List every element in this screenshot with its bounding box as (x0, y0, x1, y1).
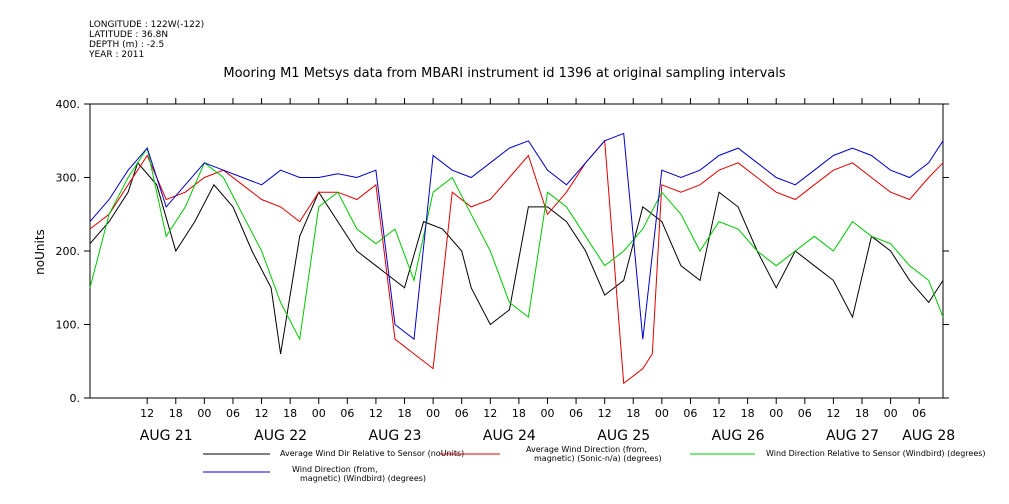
y-axis-label: noUnits (33, 229, 47, 275)
x-day-label: AUG 28 (902, 428, 955, 444)
legend-label-1: Average Wind Dir Relative to Sensor (noU… (280, 449, 464, 458)
y-tick-label: 300. (56, 172, 81, 185)
legend: Average Wind Dir Relative to Sensor (noU… (203, 445, 986, 483)
y-tick-label: 100. (56, 319, 81, 332)
series-layer (89, 132, 944, 385)
latitude-text: LATITUDE : 36.8N (89, 30, 169, 40)
x-tick-label: 06 (912, 407, 926, 420)
year-text: YEAR : 2011 (89, 50, 145, 60)
x-tick-label: 00 (769, 407, 783, 420)
x-tick-label: 12 (483, 407, 497, 420)
x-tick-label: 12 (140, 407, 154, 420)
series-line-2 (89, 139, 944, 385)
plot-border (89, 103, 944, 399)
x-day-label: AUG 22 (254, 428, 307, 444)
x-tick-label: 12 (598, 407, 612, 420)
x-day-label: AUG 27 (826, 428, 879, 444)
x-day-label: AUG 24 (483, 428, 536, 444)
chart-title: Mooring M1 Metsys data from MBARI instru… (223, 66, 786, 81)
x-tick-label: 18 (398, 407, 412, 420)
x-tick-label: 18 (169, 407, 183, 420)
x-tick-label: 06 (683, 407, 697, 420)
x-tick-label: 12 (826, 407, 840, 420)
x-tick-label: 00 (655, 407, 669, 420)
x-tick-label: 18 (626, 407, 640, 420)
series-line-1 (89, 161, 944, 354)
x-tick-label: 12 (369, 407, 383, 420)
plot-frame (89, 103, 944, 399)
y-tick-label: 400. (56, 98, 81, 111)
x-tick-label: 18 (283, 407, 297, 420)
x-day-label: AUG 26 (712, 428, 765, 444)
x-tick-label: 12 (255, 407, 269, 420)
x-day-label: AUG 23 (369, 428, 422, 444)
x-tick-label: 18 (855, 407, 869, 420)
legend-label-2: Average Wind Direction (from, (526, 445, 647, 454)
x-day-label: AUG 25 (597, 428, 650, 444)
legend-label-4-line2: magnetic) (Windbird) (degrees) (300, 474, 426, 483)
series-line-3 (89, 146, 944, 341)
x-tick-label: 06 (798, 407, 812, 420)
depth-text: DEPTH (m) : -2.5 (89, 40, 165, 50)
y-tick-label: 0. (70, 392, 81, 405)
x-tick-label: 00 (312, 407, 326, 420)
x-tick-label: 12 (712, 407, 726, 420)
x-tick-label: 00 (426, 407, 440, 420)
metadata-block: LONGITUDE : 122W(-122) LATITUDE : 36.8N … (89, 20, 204, 60)
x-tick-label: 00 (197, 407, 211, 420)
x-tick-label: 06 (340, 407, 354, 420)
x-tick-label: 06 (455, 407, 469, 420)
axes-layer: 0. 100. 200. 300. 400. 12 18 00 06 12 18 00 06 12 18 00… (56, 98, 955, 444)
longitude-text: LONGITUDE : 122W(-122) (89, 20, 205, 30)
x-tick-label: 00 (884, 407, 898, 420)
x-tick-label: 06 (569, 407, 583, 420)
y-tick-label: 200. (56, 245, 81, 258)
legend-label-2-line2: magnetic) (Sonic-n/a) (degrees) (534, 454, 662, 463)
x-tick-label: 06 (226, 407, 240, 420)
legend-label-3: Wind Direction Relative to Sensor (Windb… (766, 449, 986, 458)
series-line-4 (89, 132, 944, 341)
x-tick-label: 00 (540, 407, 554, 420)
x-tick-label: 18 (741, 407, 755, 420)
legend-label-4: Wind Direction (from, (292, 465, 378, 474)
x-tick-label: 18 (512, 407, 526, 420)
x-day-label: AUG 21 (140, 428, 193, 444)
